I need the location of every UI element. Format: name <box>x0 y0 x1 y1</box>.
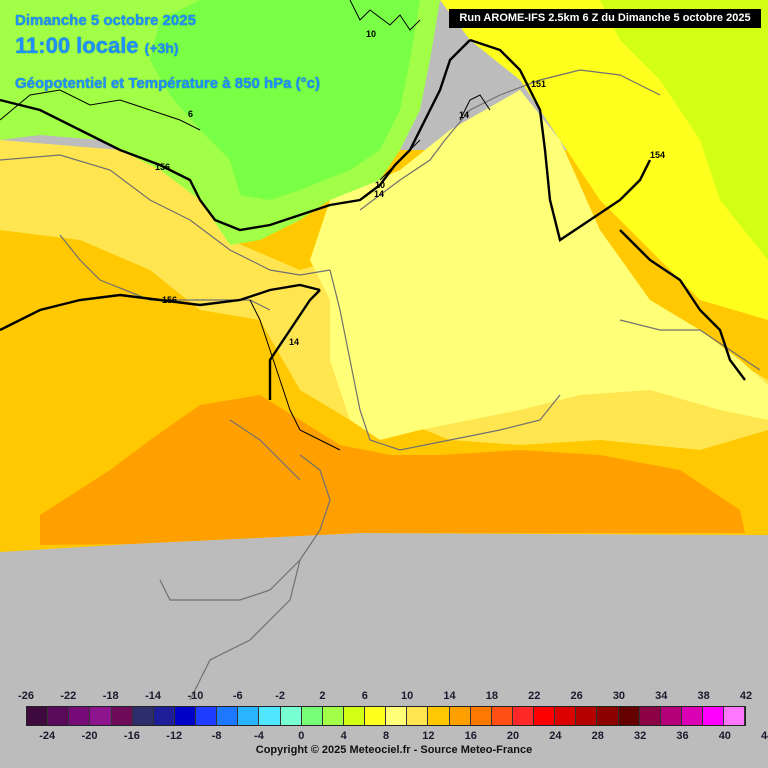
copyright-text: Copyright © 2025 Meteociel.fr - Source M… <box>255 744 533 756</box>
borders <box>0 69 761 701</box>
scale-label-top: 30 <box>612 690 626 702</box>
scale-label-bottom: 44 <box>761 730 768 742</box>
color-scale-swatch <box>491 707 513 725</box>
color-scale <box>26 706 746 726</box>
color-scale-swatch <box>48 707 70 725</box>
color-scale-swatch <box>555 707 577 725</box>
color-scale-swatch <box>681 707 703 725</box>
scale-label-top: 42 <box>739 690 753 702</box>
color-scale-swatch <box>322 707 344 725</box>
scale-label-top: 6 <box>361 690 368 702</box>
scale-label-bottom: 32 <box>633 730 647 742</box>
color-scale-swatch <box>639 707 661 725</box>
geopotential-label: 151 <box>531 79 546 89</box>
color-scale-swatch <box>259 707 281 725</box>
color-scale-swatch <box>386 707 408 725</box>
color-scale-swatch <box>196 707 218 725</box>
color-scale-swatch <box>174 707 196 725</box>
scale-label-bottom: -20 <box>81 730 98 742</box>
color-scale-swatch <box>69 707 91 725</box>
scale-label-bottom: 8 <box>382 730 390 742</box>
scale-label-top: -14 <box>145 690 161 702</box>
scale-label-bottom: -8 <box>211 730 222 742</box>
color-scale-swatch <box>301 707 323 725</box>
scale-label-bottom: 36 <box>676 730 689 742</box>
scale-label-bottom: 12 <box>422 730 435 742</box>
scale-label-top: 10 <box>401 690 414 702</box>
color-scale-swatch <box>703 707 725 725</box>
temp-zone-8-10 <box>310 90 768 440</box>
isotherm-label: 10 <box>375 180 385 190</box>
scale-label-bottom: 20 <box>506 730 520 742</box>
lead-time: (+3h) <box>144 40 179 56</box>
color-scale-swatch <box>238 707 260 725</box>
color-scale-swatch <box>660 707 682 725</box>
color-scale-swatch <box>153 707 175 725</box>
geopotential-label: 156 <box>155 162 170 172</box>
geopotential-label: 156 <box>162 295 177 305</box>
color-scale-swatch <box>724 707 746 725</box>
scale-label-top: -18 <box>102 690 119 702</box>
temp-zone-0-4 <box>150 0 420 200</box>
scale-label-bottom: -12 <box>166 730 183 742</box>
geopotential-label: 154 <box>650 150 665 160</box>
color-scale-swatch <box>407 707 429 725</box>
color-scale-swatch <box>132 707 154 725</box>
scale-label-bottom: -4 <box>254 730 264 742</box>
scale-label-bottom: 16 <box>464 730 477 742</box>
scale-label-top: 2 <box>319 690 326 702</box>
scale-label-top: 34 <box>655 690 668 702</box>
isotherm-label: 14 <box>459 110 469 120</box>
scale-label-top: -26 <box>18 690 34 702</box>
scale-label-top: 38 <box>697 690 710 702</box>
color-scale-swatch <box>343 707 365 725</box>
scale-label-bottom: -16 <box>123 730 140 742</box>
scale-label-top: -10 <box>187 690 204 702</box>
scale-label-top: 14 <box>443 690 456 702</box>
temp-zone-6-8-ne <box>600 0 768 260</box>
scale-label-top: 26 <box>570 690 583 702</box>
forecast-date: Dimanche 5 octobre 2025 <box>15 12 196 29</box>
color-scale-swatch <box>111 707 133 725</box>
local-time: 11:00 locale <box>15 33 139 58</box>
isotherm-contours <box>0 0 491 451</box>
scale-label-bottom: 28 <box>591 730 604 742</box>
isotherm-label: 6 <box>188 109 193 119</box>
isotherm-label: 14 <box>374 189 384 199</box>
color-scale-swatch <box>534 707 556 725</box>
isotherm-label: 10 <box>366 29 376 39</box>
scale-label-bottom: 4 <box>340 730 347 742</box>
color-scale-swatch <box>576 707 598 725</box>
color-scale-swatch <box>27 707 49 725</box>
color-scale-swatch <box>618 707 640 725</box>
scale-label-bottom: 0 <box>298 730 305 742</box>
scale-label-bottom: -24 <box>39 730 56 742</box>
color-scale-swatch <box>597 707 619 725</box>
forecast-time: 11:00 locale (+3h) <box>15 33 179 59</box>
color-scale-swatch <box>90 707 112 725</box>
scale-label-bottom: 40 <box>718 730 731 742</box>
scale-label-bottom: 24 <box>549 730 562 742</box>
geopotential-contours <box>0 38 746 400</box>
scale-label-top: -22 <box>60 690 77 702</box>
run-label: Run AROME-IFS 2.5km 6 Z du Dimanche 5 oc… <box>449 9 761 28</box>
color-scale-swatch <box>280 707 302 725</box>
temp-zone-16-20 <box>40 395 745 545</box>
scale-label-top: -6 <box>232 690 243 702</box>
isotherm-label: 14 <box>289 337 299 347</box>
color-scale-swatch <box>449 707 471 725</box>
color-scale-swatch <box>217 707 239 725</box>
color-scale-swatch <box>428 707 450 725</box>
variable-title: Géopotentiel et Température à 850 hPa (°… <box>15 75 320 92</box>
color-scale-swatch <box>470 707 492 725</box>
scale-label-top: -2 <box>275 690 285 702</box>
color-scale-swatch <box>512 707 534 725</box>
color-scale-swatch <box>365 707 387 725</box>
scale-label-top: 22 <box>528 690 541 702</box>
scale-label-top: 18 <box>485 690 498 702</box>
